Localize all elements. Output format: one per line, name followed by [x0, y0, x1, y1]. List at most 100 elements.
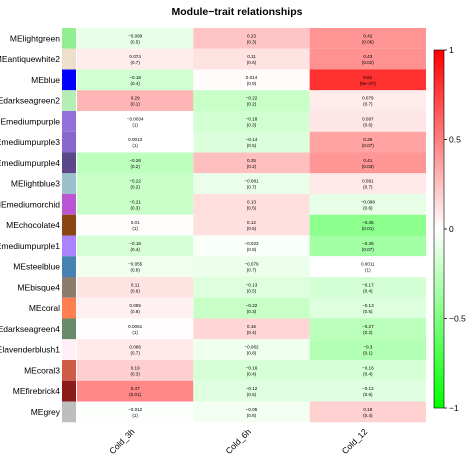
- cell-pvalue-label: (0.03): [362, 164, 374, 169]
- cell-correlation-label: −0.45: [362, 220, 374, 225]
- cell-correlation-label: 0.23: [247, 33, 256, 38]
- heatmap-cell: [77, 256, 194, 277]
- cell-correlation-label: −0.22: [129, 179, 141, 184]
- heatmap-cell: [193, 214, 310, 236]
- heatmap-cell: [309, 256, 426, 277]
- cell-correlation-label: −0.18: [246, 116, 258, 121]
- cell-pvalue-label: (0.06): [362, 39, 374, 44]
- cell-pvalue-label: (0.4): [247, 371, 257, 376]
- heatmap-cell: [77, 69, 194, 91]
- heatmap-cell: [309, 111, 426, 132]
- module-color-swatch: [62, 131, 76, 153]
- cell-pvalue-label: (0.5): [130, 39, 140, 44]
- cell-correlation-label: 0.42: [363, 33, 372, 38]
- heatmap-cell: [309, 277, 426, 298]
- cell-correlation-label: −0.0034: [127, 116, 144, 121]
- cell-correlation-label: −0.18: [129, 75, 141, 80]
- cell-pvalue-label: (0.7): [363, 102, 373, 107]
- heatmap-cell: [193, 318, 310, 340]
- cell-pvalue-label: (0.4): [130, 81, 140, 86]
- cell-correlation-label: 0.11: [247, 54, 256, 59]
- cell-pvalue-label: (0.8): [130, 268, 140, 273]
- heatmap-cell: [77, 297, 194, 319]
- cell-correlation-label: 0.12: [247, 220, 256, 225]
- cell-pvalue-label: (0.2): [130, 164, 140, 169]
- cell-correlation-label: 0.091: [362, 179, 374, 184]
- cell-pvalue-label: (0.3): [247, 39, 257, 44]
- cell-pvalue-label: (0.4): [363, 288, 373, 293]
- cell-pvalue-label: (0.6): [130, 288, 140, 293]
- cell-pvalue-label: (0.5): [247, 205, 257, 210]
- heatmap-cell: [193, 339, 310, 360]
- cell-pvalue-label: (0.7): [363, 185, 373, 190]
- heatmap-cell: [193, 360, 310, 381]
- cell-pvalue-label: (0.2): [130, 185, 140, 190]
- cell-pvalue-label: (0.9): [247, 81, 257, 86]
- row-label: MEmediumpurple1: [0, 241, 60, 251]
- cell-correlation-label: −0.055: [128, 262, 143, 267]
- row-label: MElightblue3: [11, 179, 60, 189]
- x-tick-label: Cold_3h: [107, 426, 137, 456]
- cell-correlation-label: 0.18: [363, 407, 372, 412]
- heatmap-cell: [309, 90, 426, 111]
- cell-correlation-label: −0.36: [362, 241, 374, 246]
- module-color-swatch: [62, 297, 76, 319]
- cell-pvalue-label: (0.01): [129, 392, 141, 397]
- heatmap-cell: [77, 401, 194, 423]
- cell-correlation-label: −0.012: [128, 407, 143, 412]
- cell-pvalue-label: (6e−07): [360, 81, 376, 86]
- cell-pvalue-label: (0.8): [130, 309, 140, 314]
- cell-pvalue-label: (0.2): [247, 164, 257, 169]
- module-color-swatch: [62, 401, 76, 423]
- x-tick-label: Cold_12: [340, 426, 370, 456]
- heatmap-cell: [309, 194, 426, 215]
- colorbar-tick-label: −1: [449, 403, 459, 413]
- heatmap-cell: [193, 111, 310, 132]
- heatmap-cell: [77, 90, 194, 111]
- cell-pvalue-label: (0.7): [247, 268, 257, 273]
- cell-correlation-label: 0.43: [363, 54, 372, 59]
- row-label: MEmediumpurple3: [0, 137, 60, 147]
- cell-correlation-label: −0.16: [362, 365, 374, 370]
- row-label: MEgrey: [31, 407, 61, 417]
- heatmap-cell: [309, 235, 426, 257]
- heatmap-cell: [77, 360, 194, 381]
- heatmap-cell: [193, 277, 310, 298]
- heatmap-cell: [77, 339, 194, 360]
- module-color-swatch: [62, 235, 76, 257]
- heatmap-cell: [309, 28, 426, 49]
- colorbar-tick-label: 0.5: [449, 135, 461, 145]
- cell-pvalue-label: (0.07): [362, 143, 374, 148]
- heatmap-cell: [193, 173, 310, 194]
- cell-correlation-label: −0.062: [244, 345, 259, 350]
- cell-pvalue-label: (0.5): [247, 392, 257, 397]
- cell-pvalue-label: (0.3): [247, 309, 257, 314]
- row-label: MEbisque4: [17, 282, 60, 292]
- heatmap-cell: [193, 297, 310, 319]
- cell-correlation-label: 0.079: [362, 96, 374, 101]
- heatmap-cell: [193, 28, 310, 49]
- cell-correlation-label: −0.081: [244, 179, 259, 184]
- row-label: MEchocolate4: [6, 220, 60, 230]
- cell-correlation-label: 0.29: [131, 96, 140, 101]
- cell-pvalue-label: (0.6): [363, 205, 373, 210]
- module-color-swatch: [62, 173, 76, 194]
- module-color-swatch: [62, 111, 76, 132]
- cell-pvalue-label: (0.1): [130, 102, 140, 107]
- cell-correlation-label: 0.47: [131, 386, 140, 391]
- cell-pvalue-label: (0.7): [247, 185, 257, 190]
- cell-correlation-label: 0.81: [363, 75, 372, 80]
- heatmap-cell: [77, 152, 194, 174]
- heatmap-cell: [77, 131, 194, 153]
- cell-correlation-label: 0.074: [129, 54, 141, 59]
- heatmap-cell: [193, 380, 310, 402]
- row-label: MEmediumpurple: [0, 116, 60, 126]
- cell-correlation-label: −0.13: [246, 282, 258, 287]
- cell-pvalue-label: (0.4): [247, 330, 257, 335]
- heatmap-cell: [77, 277, 194, 298]
- cell-correlation-label: −0.05: [246, 407, 258, 412]
- cell-correlation-label: −0.12: [362, 386, 374, 391]
- cell-correlation-label: −0.26: [129, 158, 141, 163]
- heatmap-cell: [309, 318, 426, 340]
